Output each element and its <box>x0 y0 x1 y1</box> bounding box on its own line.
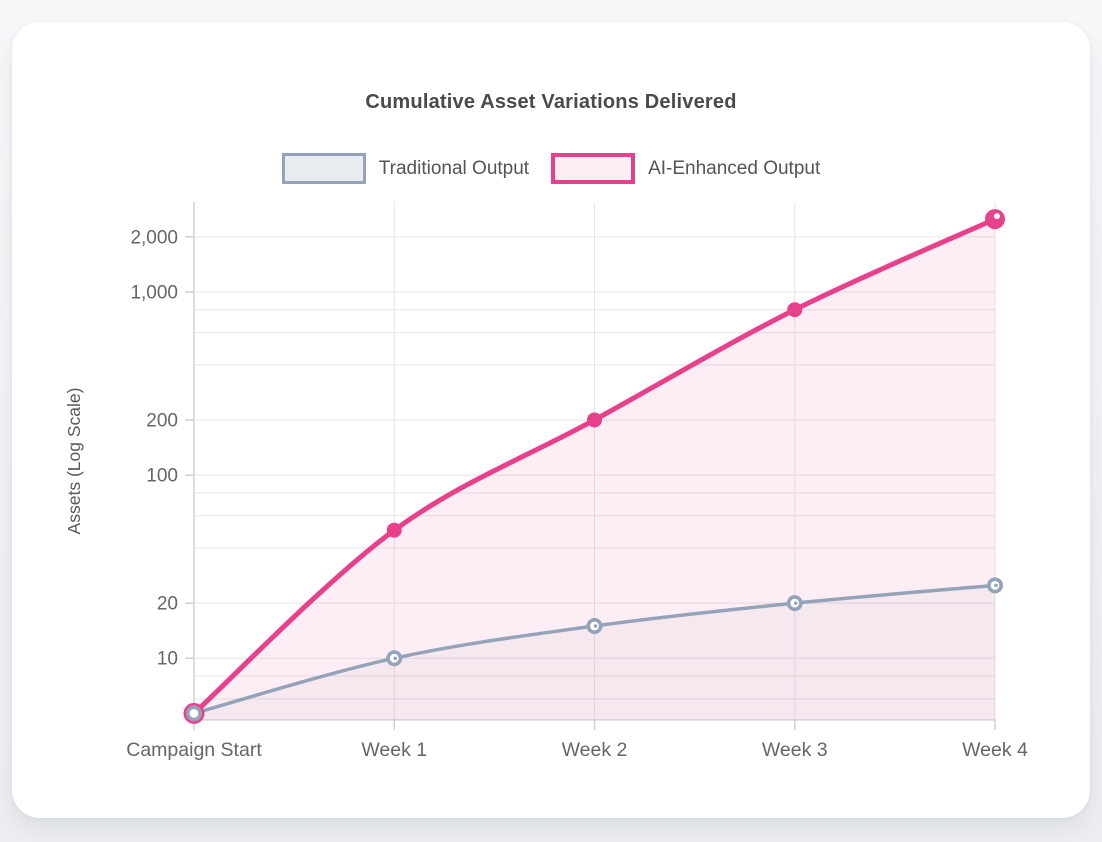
data-point-center-dot <box>593 624 598 628</box>
data-point-center-dot <box>393 656 398 661</box>
y-tick-label: 200 <box>146 410 178 431</box>
x-tick-label: Week 1 <box>361 739 427 761</box>
y-tick-label: 2,000 <box>130 227 178 248</box>
y-tick-label: 20 <box>157 594 178 615</box>
data-point-ai-enhanced[interactable] <box>787 302 803 318</box>
line-chart: 10 20 100 200 1,000 2,000 Campaign Start Week 1… <box>64 202 1028 761</box>
data-point-ai-enhanced[interactable] <box>386 522 402 538</box>
data-point-ai-enhanced[interactable] <box>985 209 1005 230</box>
x-tick-label: Week 2 <box>562 739 628 761</box>
y-tick-label: 1,000 <box>130 282 178 303</box>
legend-item-traditional-output[interactable]: Traditional Output <box>281 153 530 184</box>
legend-swatch-traditional-output <box>281 153 366 184</box>
data-point-traditional[interactable] <box>186 705 203 722</box>
y-tick-label: 10 <box>157 649 178 670</box>
data-point-center-dot <box>994 213 1000 220</box>
y-axis-title: Assets (Log Scale) <box>64 388 84 535</box>
x-tick-label: Week 3 <box>762 739 828 761</box>
chart-title: Cumulative Asset Variations Delivered <box>365 91 737 113</box>
series-area-ai-enhanced <box>194 219 995 720</box>
legend-label-traditional-output: Traditional Output <box>378 157 530 179</box>
chart-legend: Traditional Output AI-Enhanced Output <box>12 153 1090 184</box>
y-tick-label: 100 <box>146 466 178 487</box>
legend-item-ai-enhanced-output[interactable]: AI-Enhanced Output <box>551 153 820 184</box>
series-area-traditional <box>194 585 995 720</box>
chart-card: Cumulative Asset Variations Delivered Tr… <box>12 22 1090 818</box>
legend-swatch-ai-enhanced-output <box>551 153 636 184</box>
x-tick-label: Week 4 <box>962 739 1028 761</box>
data-point-center-dot <box>994 583 998 588</box>
data-point-ai-enhanced[interactable] <box>587 412 602 428</box>
legend-label-ai-enhanced-output: AI-Enhanced Output <box>648 157 821 179</box>
x-tick-label: Campaign Start <box>126 739 262 761</box>
data-point-center-dot <box>793 601 798 605</box>
